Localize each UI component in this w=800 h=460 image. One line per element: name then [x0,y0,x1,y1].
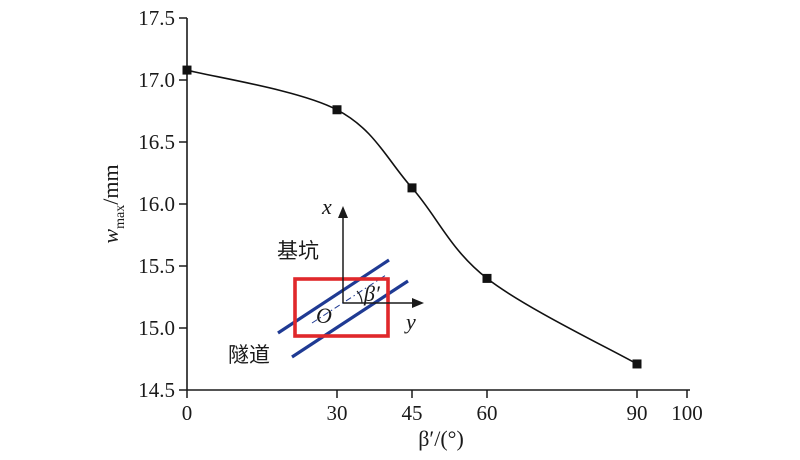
y-tick-label: 17.0 [138,68,175,92]
y-ticks: 14.5 15.0 15.5 16.0 16.5 17.0 17.5 [138,6,187,402]
x-tick-label: 30 [327,401,348,425]
y-tick-label: 15.5 [138,254,175,278]
data-point-marker [182,65,192,75]
data-point-marker [632,359,642,369]
inset-tunnel-label: 隧道 [228,343,270,367]
inset-angle-label: β′ [363,281,381,306]
x-tick-label: 60 [477,401,498,425]
inset-origin-label: O [316,303,332,328]
inset-pit-label: 基坑 [277,239,319,263]
x-tick-label: 90 [627,401,648,425]
tunnel-line-lower [291,279,409,359]
angle-arc [356,290,363,304]
x-axis-title: β′/(°) [418,426,464,451]
inset-x-label: x [321,194,332,219]
x-tick-label: 45 [402,401,423,425]
inset-y-label: y [404,309,416,334]
y-tick-label: 15.0 [138,316,175,340]
x-ticks: 0 30 45 60 90 100 [182,390,703,425]
inset-y-arrowhead [412,298,424,308]
data-point-marker [407,183,417,193]
y-tick-label: 16.0 [138,192,175,216]
x-tick-label: 0 [182,401,193,425]
tunnel-centerline [311,274,387,324]
y-tick-label: 17.5 [138,6,175,30]
x-tick-label: 100 [671,401,703,425]
series-markers [182,65,642,369]
y-axis-title: wmax/mm [98,164,128,243]
inset-x-arrowhead [338,206,348,218]
pit-rectangle [293,277,390,338]
inset-schematic: x y O β′ 基坑 隧道 [228,194,424,367]
y-tick-label: 16.5 [138,130,175,154]
data-point-marker [482,273,492,283]
data-point-marker [332,105,342,115]
y-tick-label: 14.5 [138,378,175,402]
